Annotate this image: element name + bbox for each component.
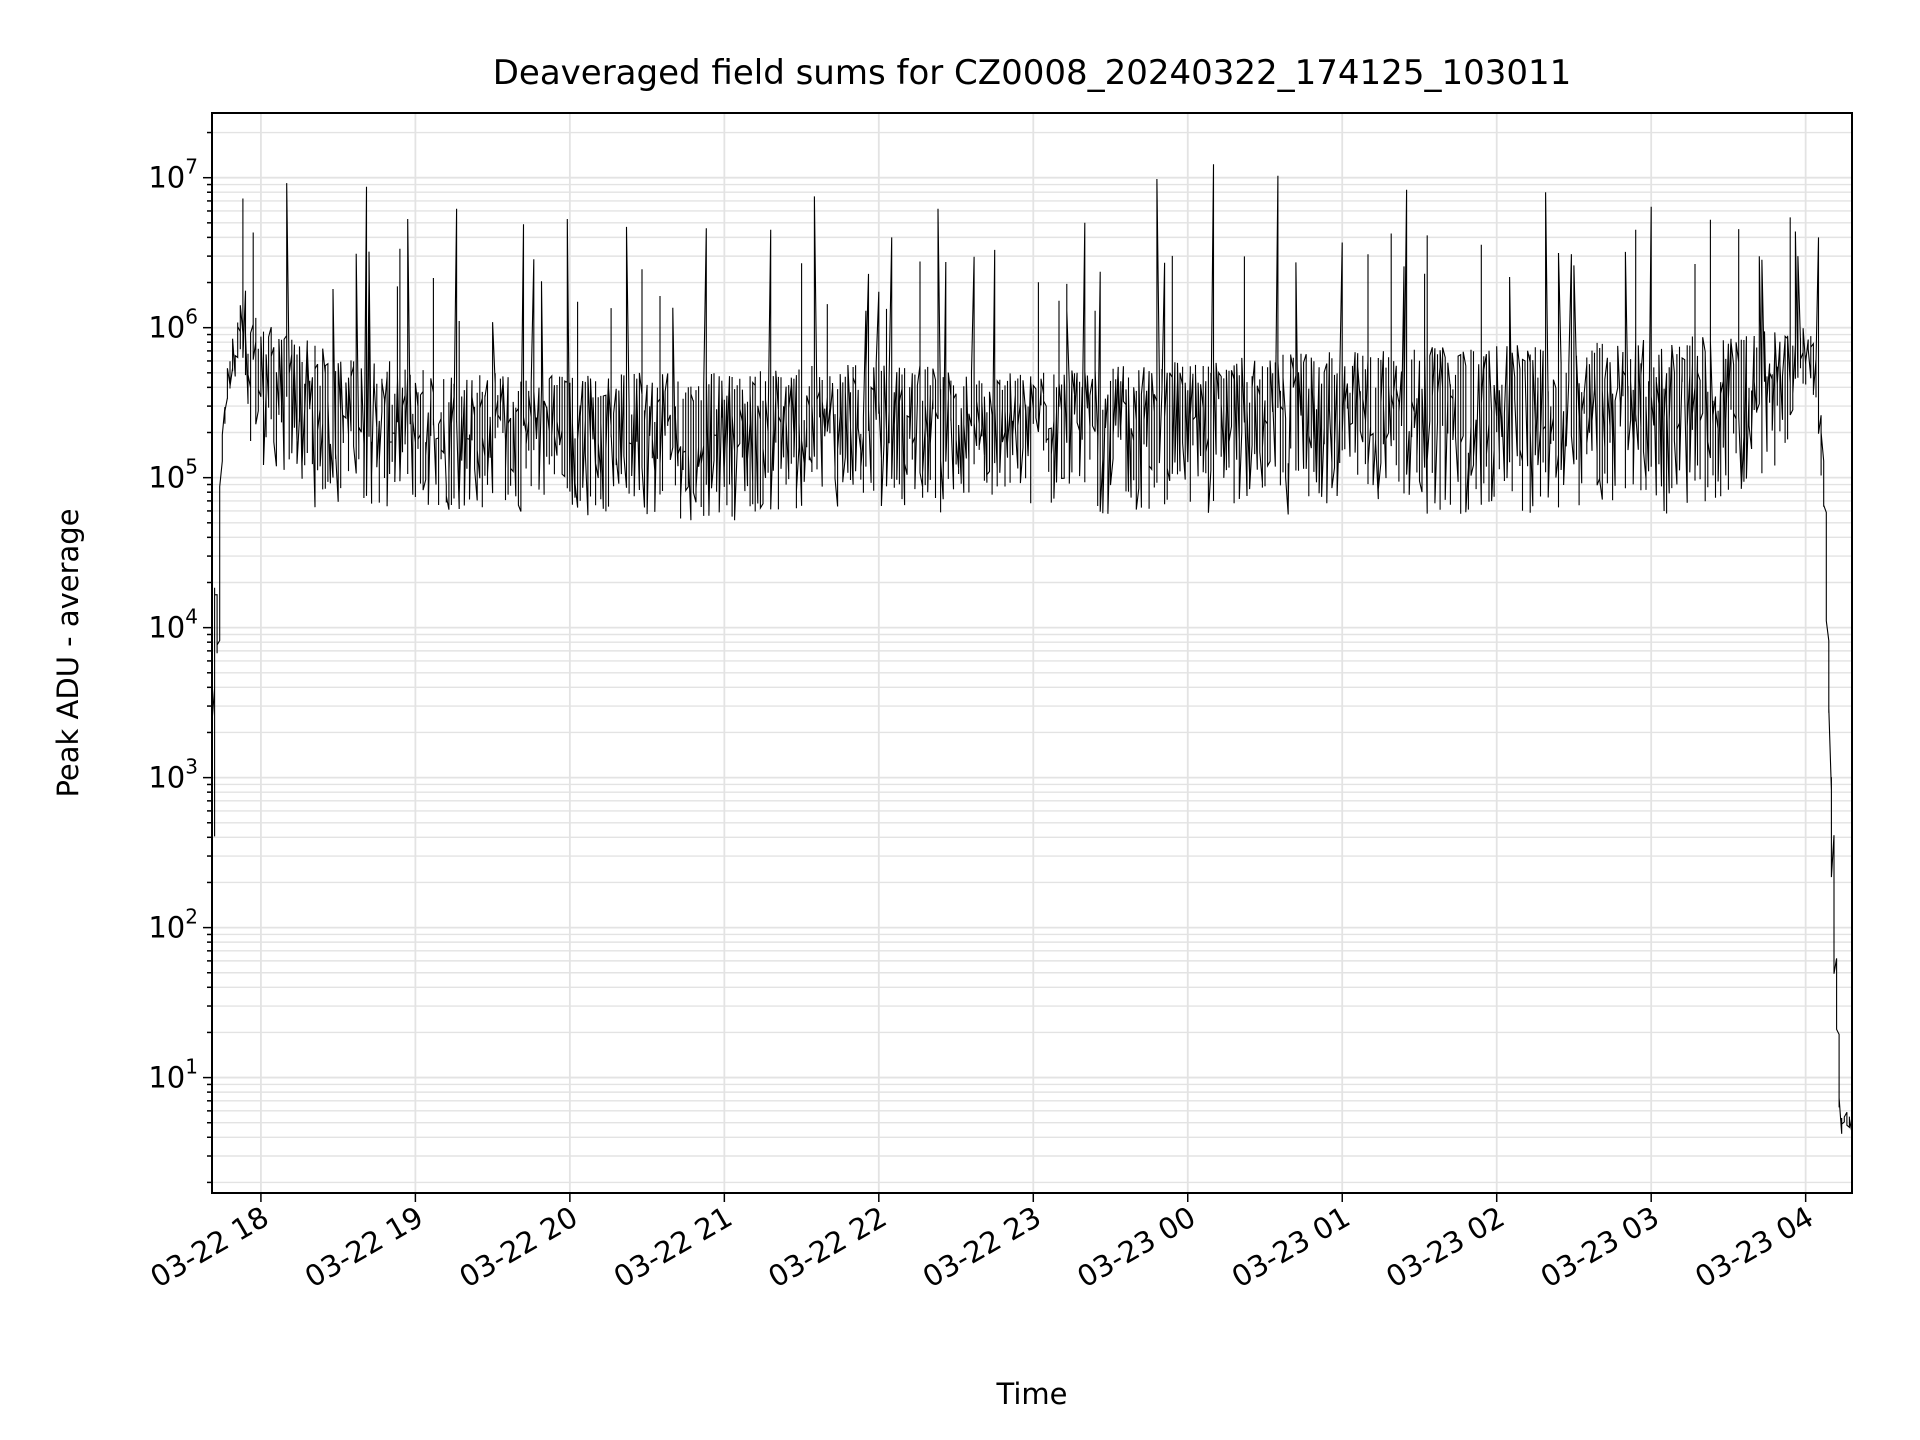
y-tick-label-base: 10 (148, 611, 185, 645)
chart-title: Deaveraged field sums for CZ0008_2024032… (493, 53, 1572, 93)
x-axis-label: Time (996, 1377, 1068, 1411)
y-tick-label: 103 (148, 755, 198, 795)
y-tick-label-exponent: 3 (185, 755, 198, 779)
y-tick-label: 104 (148, 605, 198, 645)
y-tick-label-exponent: 6 (185, 305, 198, 329)
y-tick-label-exponent: 1 (185, 1055, 198, 1079)
y-tick-label: 105 (148, 455, 198, 495)
y-tick-label-exponent: 7 (185, 155, 198, 179)
y-tick-label: 107 (148, 155, 198, 195)
y-tick-label-base: 10 (148, 761, 185, 795)
grid (212, 113, 1852, 1193)
y-tick-label-exponent: 4 (185, 605, 198, 629)
y-tick-label-base: 10 (148, 1061, 185, 1095)
plot-frame (211, 112, 1853, 1194)
y-tick-label-exponent: 2 (185, 905, 198, 929)
y-tick-label-base: 10 (148, 161, 185, 195)
y-tick-label-base: 10 (148, 911, 185, 945)
y-tick-label: 102 (148, 905, 198, 945)
y-axis-label: Peak ADU - average (51, 508, 85, 797)
y-tick-label: 106 (148, 305, 198, 345)
y-tick-label-exponent: 5 (185, 455, 198, 479)
series-line (211, 164, 1853, 1193)
y-tick-label-base: 10 (148, 311, 185, 345)
y-tick-label: 101 (148, 1055, 198, 1095)
series-layer (211, 164, 1853, 1193)
y-tick-label-base: 10 (148, 461, 185, 495)
